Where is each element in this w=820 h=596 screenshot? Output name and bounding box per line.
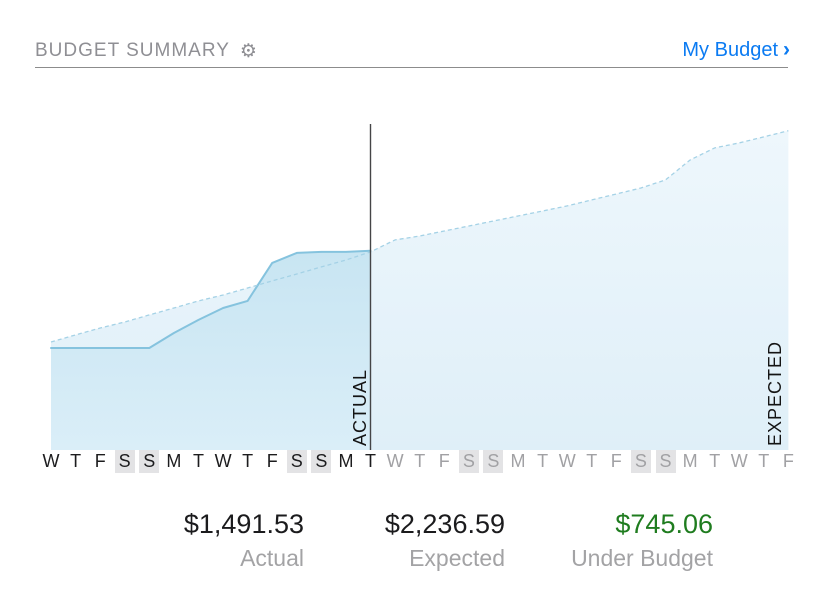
day-label: S xyxy=(311,450,332,473)
stat-under-budget: $745.06 Under Budget xyxy=(571,510,713,571)
stat-expected: $2,236.59 Expected xyxy=(385,510,505,571)
day-label: T xyxy=(709,451,721,471)
actual-line xyxy=(50,249,372,349)
my-budget-link-label: My Budget xyxy=(682,39,778,61)
page-title: BUDGET SUMMARY xyxy=(35,40,230,61)
day-label: S xyxy=(286,450,307,473)
day-label: S xyxy=(458,450,479,473)
stat-under-budget-value: $745.06 xyxy=(615,509,713,539)
day-label: T xyxy=(70,451,82,471)
actual-area xyxy=(51,250,371,450)
day-label: S xyxy=(630,450,651,473)
day-label: T xyxy=(193,451,204,471)
day-label: S xyxy=(114,450,135,473)
day-label: W xyxy=(386,451,404,471)
stat-actual-label: Actual xyxy=(240,545,304,571)
day-label: T xyxy=(758,451,770,471)
stat-expected-value: $2,236.59 xyxy=(384,509,505,539)
widget-header: BUDGET SUMMARY ⚙ xyxy=(35,40,258,63)
day-label: S xyxy=(655,450,676,473)
stat-actual: $1,491.53 Actual xyxy=(184,510,304,571)
day-label: M xyxy=(510,451,526,471)
stat-actual-value: $1,491.53 xyxy=(183,509,304,539)
day-label: F xyxy=(438,451,450,471)
day-label: T xyxy=(537,451,549,471)
header-divider xyxy=(35,67,788,68)
day-label: W xyxy=(730,451,748,471)
expected-annotation: EXPECTED xyxy=(765,341,785,446)
day-label: T xyxy=(586,451,598,471)
day-label: W xyxy=(42,451,60,471)
day-label: S xyxy=(483,450,504,473)
my-budget-link[interactable]: My Budget › xyxy=(682,38,790,62)
day-label: M xyxy=(166,451,182,471)
chevron-right-icon: › xyxy=(783,38,790,61)
day-label: W xyxy=(214,451,232,471)
day-label: F xyxy=(266,451,278,471)
day-label: M xyxy=(682,451,698,471)
expected-dashed-line xyxy=(50,130,789,343)
day-label: F xyxy=(94,451,106,471)
day-label: M xyxy=(338,451,354,471)
day-label: T xyxy=(365,451,376,471)
day-label: T xyxy=(414,451,426,471)
day-label: F xyxy=(782,451,794,471)
budget-area-chart: ACTUAL EXPECTED xyxy=(50,124,789,450)
stat-under-budget-label: Under Budget xyxy=(571,545,713,571)
day-label: S xyxy=(139,450,160,473)
actual-annotation: ACTUAL xyxy=(350,369,370,446)
day-label: F xyxy=(610,451,622,471)
gear-icon[interactable]: ⚙ xyxy=(239,41,258,62)
day-label: W xyxy=(558,451,576,471)
day-label: T xyxy=(242,451,254,471)
stat-expected-label: Expected xyxy=(409,545,505,571)
